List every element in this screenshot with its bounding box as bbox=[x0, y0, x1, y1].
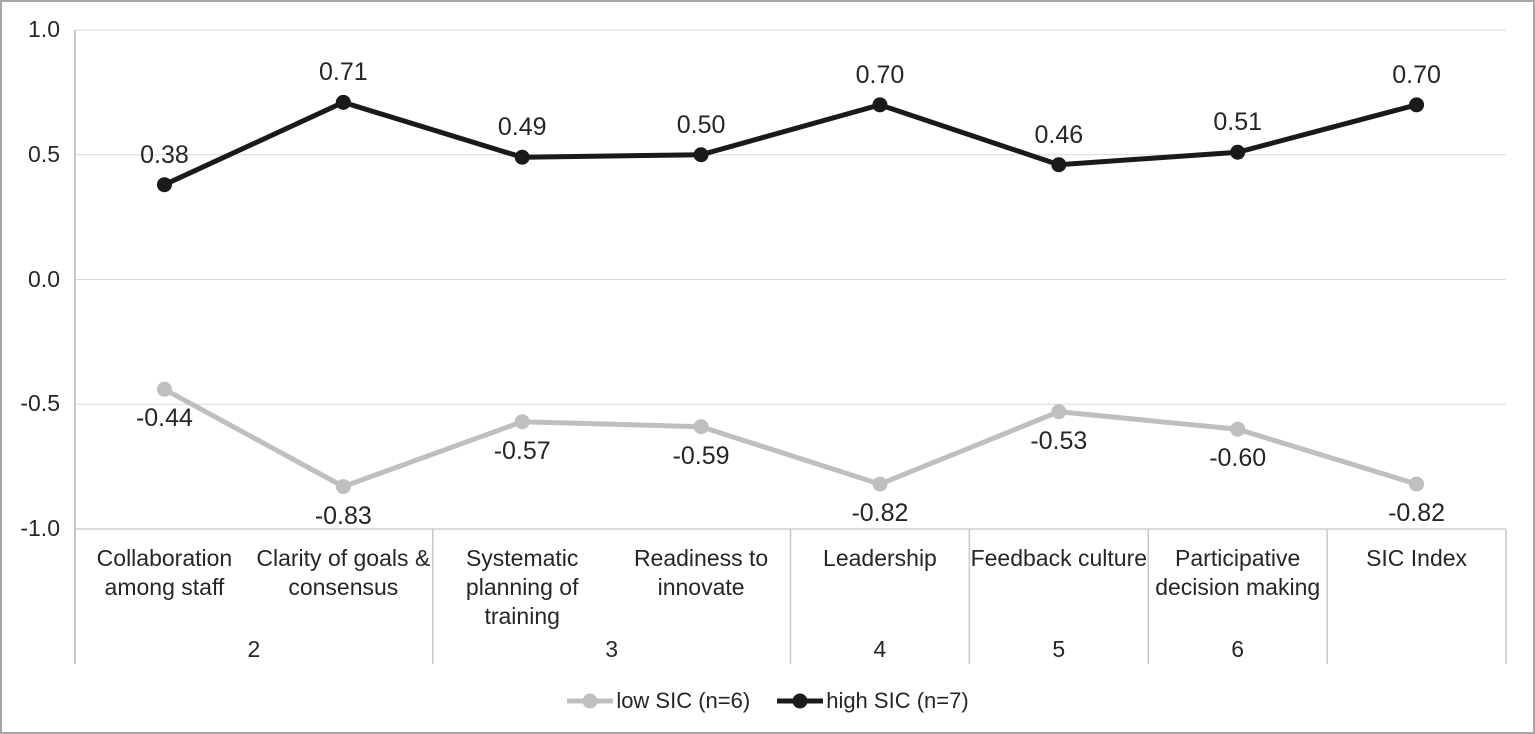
category-label: SIC Index bbox=[1366, 545, 1468, 571]
data-point-marker bbox=[693, 419, 709, 435]
data-point-label: -0.82 bbox=[1388, 499, 1446, 528]
data-point-label: 0.71 bbox=[318, 58, 368, 87]
category-group-label: 4 bbox=[873, 636, 887, 662]
data-point-marker bbox=[514, 149, 530, 165]
data-point-label: -0.53 bbox=[1030, 426, 1088, 455]
data-point-label: 0.51 bbox=[1213, 108, 1263, 137]
category-label: Participative bbox=[1175, 545, 1301, 571]
data-point-label: -0.83 bbox=[314, 501, 372, 530]
category-label: Readiness to bbox=[633, 545, 769, 571]
data-point-marker bbox=[1409, 97, 1425, 113]
y-axis-tick-label: -0.5 bbox=[20, 390, 60, 417]
category-label: Leadership bbox=[823, 545, 937, 571]
data-point-marker bbox=[1051, 157, 1067, 173]
category-label: decision making bbox=[1155, 574, 1321, 600]
category-label: consensus bbox=[288, 574, 399, 600]
data-point-marker bbox=[1230, 144, 1246, 160]
category-group-label: 5 bbox=[1052, 636, 1066, 662]
data-point-label: 0.70 bbox=[855, 60, 905, 89]
chart-legend: low SIC (n=6) high SIC (n=7) bbox=[2, 684, 1533, 718]
legend-label-high-sic: high SIC (n=7) bbox=[826, 688, 969, 713]
legend-item-low-sic: low SIC (n=6) bbox=[566, 688, 750, 714]
category-group-label: 6 bbox=[1231, 636, 1245, 662]
legend-line-marker-high-icon bbox=[777, 693, 824, 709]
category-label: Feedback culture bbox=[970, 545, 1148, 571]
category-label: innovate bbox=[657, 574, 745, 600]
category-label: Clarity of goals & bbox=[256, 545, 431, 571]
y-axis-tick-label: -1.0 bbox=[20, 515, 60, 541]
data-point-marker bbox=[872, 476, 888, 492]
data-point-marker bbox=[1051, 404, 1067, 420]
category-label: among staff bbox=[104, 574, 225, 600]
data-point-marker bbox=[156, 381, 172, 397]
data-point-label: -0.44 bbox=[135, 404, 193, 433]
category-group-label: 3 bbox=[605, 636, 619, 662]
category-label: Systematic bbox=[465, 545, 579, 571]
data-point-marker bbox=[335, 94, 351, 110]
category-label: training bbox=[484, 603, 560, 629]
category-label: Collaboration bbox=[96, 545, 233, 571]
legend-line-marker-low-icon bbox=[567, 693, 614, 709]
series-line-0 bbox=[163, 387, 1418, 490]
legend-label-low-sic: low SIC (n=6) bbox=[616, 688, 751, 713]
y-axis-tick-label: 0.0 bbox=[28, 265, 60, 292]
data-point-marker bbox=[335, 479, 351, 495]
data-point-label: 0.70 bbox=[1392, 60, 1441, 89]
data-point-label: -0.60 bbox=[1209, 444, 1267, 473]
data-point-label: 0.49 bbox=[497, 113, 547, 142]
data-point-marker bbox=[1230, 421, 1246, 437]
legend-item-high-sic: high SIC (n=7) bbox=[776, 688, 969, 714]
data-point-label: -0.82 bbox=[851, 499, 909, 528]
data-point-marker bbox=[156, 177, 172, 193]
series-line-1 bbox=[163, 99, 1418, 187]
data-point-marker bbox=[1409, 476, 1425, 492]
data-point-marker bbox=[514, 414, 530, 430]
data-point-label: -0.57 bbox=[493, 436, 551, 465]
data-point-label: 0.46 bbox=[1034, 120, 1084, 149]
y-axis-tick-label: 1.0 bbox=[28, 16, 60, 42]
category-label: planning of bbox=[465, 574, 579, 600]
data-point-marker bbox=[693, 147, 709, 163]
data-point-label: 0.50 bbox=[676, 110, 726, 139]
data-point-label: 0.38 bbox=[140, 140, 189, 169]
category-group-label: 2 bbox=[247, 636, 261, 662]
y-axis-tick-label: 0.5 bbox=[28, 140, 60, 167]
data-point-label: -0.59 bbox=[672, 441, 730, 470]
data-point-marker bbox=[872, 97, 888, 113]
